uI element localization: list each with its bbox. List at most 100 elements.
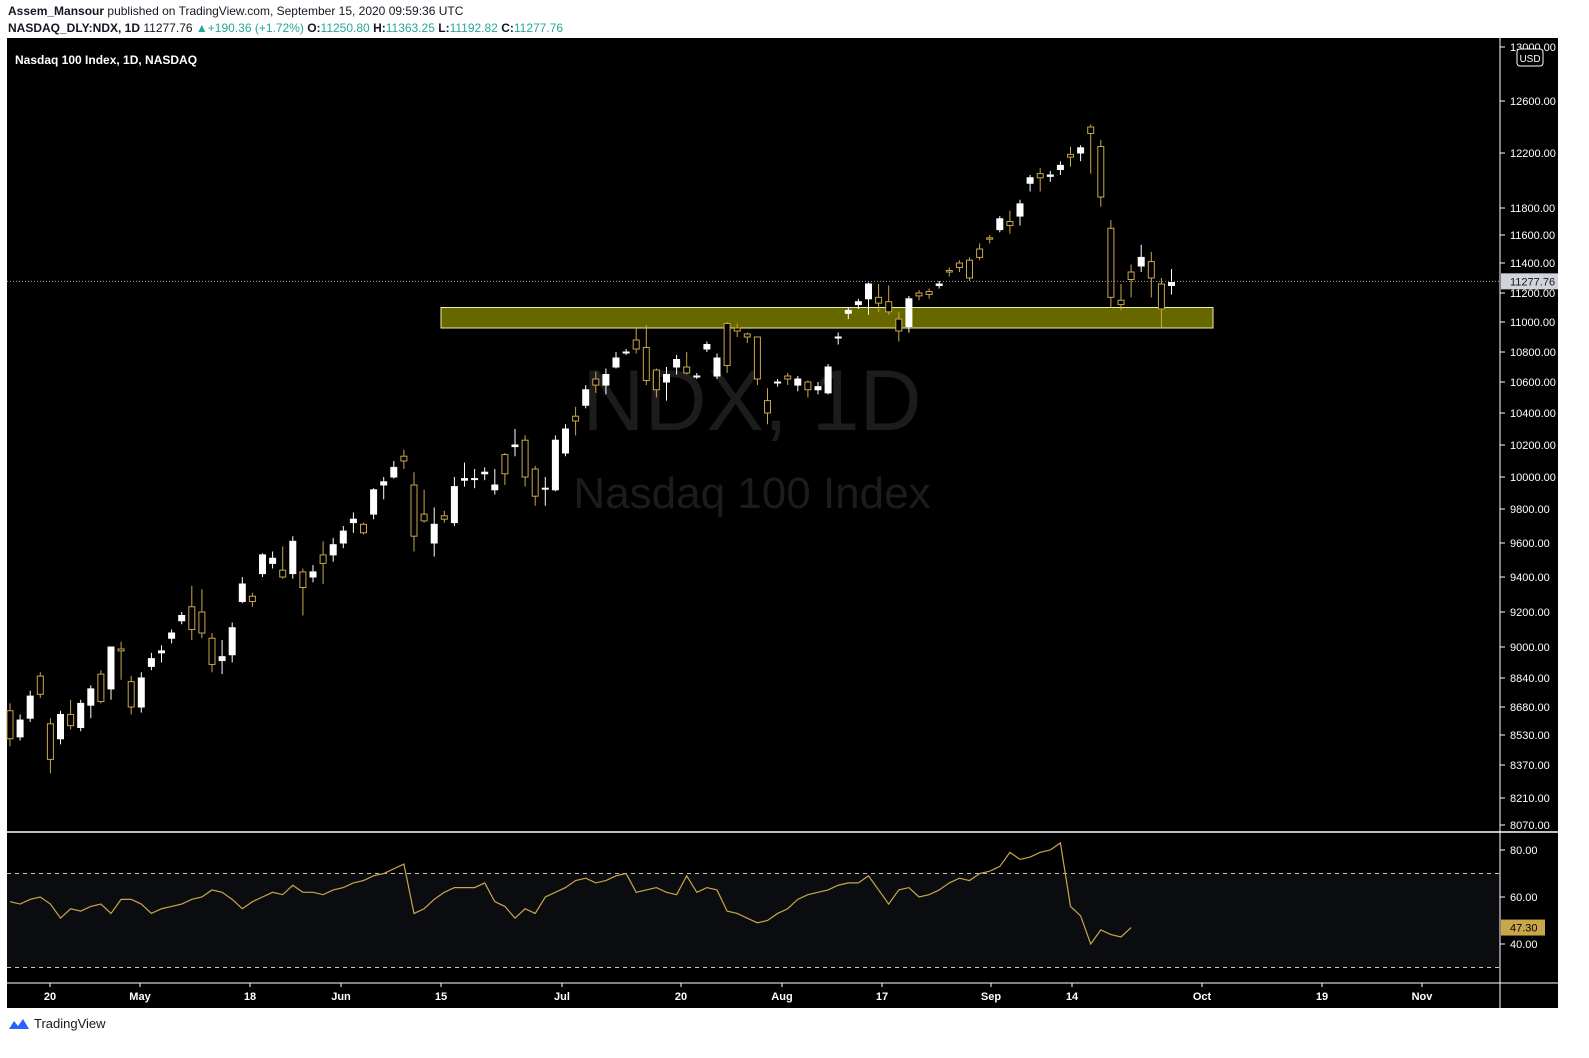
candle bbox=[1046, 170, 1054, 182]
price-tick-label: 8070.00 bbox=[1510, 820, 1550, 832]
candle bbox=[733, 323, 741, 337]
candle bbox=[723, 322, 731, 373]
time-tick-label: Jul bbox=[554, 991, 570, 1003]
candle-body bbox=[521, 439, 529, 478]
candle-body bbox=[440, 515, 448, 520]
price-tick-label: 8680.00 bbox=[1510, 702, 1550, 714]
candle bbox=[349, 512, 357, 533]
candle bbox=[188, 585, 196, 640]
price-tick-label: 10000.00 bbox=[1510, 472, 1556, 484]
time-tick-label: 20 bbox=[44, 991, 56, 1003]
price-axis-background[interactable] bbox=[1500, 38, 1558, 1008]
candle-body bbox=[844, 309, 852, 314]
candle-body bbox=[976, 248, 984, 258]
candle bbox=[198, 589, 206, 639]
high-label: H: bbox=[373, 21, 386, 35]
candle-body bbox=[279, 569, 287, 578]
candle bbox=[299, 568, 307, 616]
candle-body bbox=[410, 484, 418, 537]
published-text: published on TradingView.com, September … bbox=[107, 4, 464, 18]
footer-brand[interactable]: TradingView bbox=[8, 1016, 106, 1031]
candle bbox=[57, 710, 64, 745]
candle bbox=[854, 298, 862, 309]
candle-body bbox=[673, 359, 681, 368]
candle bbox=[77, 699, 85, 732]
candle bbox=[804, 380, 812, 398]
time-tick-label: 15 bbox=[435, 991, 447, 1003]
price-axis: 13000.0012600.0012200.0011800.0011600.00… bbox=[1500, 42, 1556, 832]
support-zone-layer bbox=[440, 307, 1214, 329]
author-name[interactable]: Assem_Mansour bbox=[8, 4, 105, 18]
candle-body bbox=[1087, 126, 1095, 134]
candle-body bbox=[733, 327, 741, 332]
candle-body bbox=[986, 237, 994, 240]
candle-body bbox=[1036, 173, 1044, 179]
candle bbox=[16, 714, 24, 741]
price-tick-label: 11200.00 bbox=[1510, 288, 1555, 300]
candle bbox=[652, 368, 660, 398]
price-tick-label: 10400.00 bbox=[1510, 408, 1556, 420]
candle bbox=[642, 325, 650, 386]
time-tick-label: Jun bbox=[331, 991, 351, 1003]
price-tick-label: 12600.00 bbox=[1510, 96, 1556, 108]
candle bbox=[127, 676, 135, 715]
price-chart[interactable]: NDX, 1D Nasdaq 100 Index Nasdaq 100 Inde… bbox=[0, 38, 1589, 1010]
rsi-tick-label: 40.00 bbox=[1510, 939, 1538, 951]
candle-body bbox=[1097, 146, 1105, 198]
candle-body bbox=[743, 333, 751, 338]
price-tick-label: 9400.00 bbox=[1510, 572, 1550, 584]
time-axis[interactable]: 20 May 18 Jun 15 Jul 20 Aug 17 Sep 14 Oct 19 Nov bbox=[44, 983, 1433, 1003]
candle bbox=[511, 429, 519, 457]
currency-badge[interactable]: USD bbox=[1516, 48, 1544, 67]
candle bbox=[218, 640, 226, 675]
candle-body bbox=[218, 656, 226, 662]
candle-body bbox=[420, 513, 428, 522]
publish-line: Assem_Mansour published on TradingView.c… bbox=[8, 4, 463, 18]
candle-body bbox=[1157, 283, 1165, 310]
candle-body bbox=[117, 648, 125, 652]
candle bbox=[1026, 175, 1034, 192]
candle-body bbox=[622, 351, 630, 354]
candle-body bbox=[259, 554, 266, 575]
candle bbox=[481, 467, 489, 481]
rsi-pane: 80.00 60.00 40.00 47.30 bbox=[7, 841, 1545, 968]
candle bbox=[966, 257, 973, 281]
candle bbox=[976, 243, 984, 261]
candle-body bbox=[309, 571, 317, 578]
candle bbox=[248, 592, 256, 607]
candle-body bbox=[703, 344, 711, 350]
candle bbox=[208, 633, 216, 673]
candle-body bbox=[450, 486, 458, 524]
watermark: NDX, 1D Nasdaq 100 Index bbox=[573, 353, 930, 518]
candle bbox=[147, 652, 155, 671]
candle-body bbox=[541, 487, 549, 490]
candle-body bbox=[370, 489, 378, 515]
candle bbox=[743, 332, 751, 343]
candle bbox=[865, 282, 872, 315]
candle bbox=[1117, 284, 1125, 311]
candle-body bbox=[349, 518, 357, 524]
candle bbox=[420, 489, 428, 523]
candle-body bbox=[168, 632, 176, 639]
candle-body bbox=[753, 336, 761, 380]
candle bbox=[1157, 278, 1165, 328]
candle bbox=[67, 699, 75, 730]
candle-body bbox=[1117, 299, 1125, 306]
candle-body bbox=[471, 478, 479, 481]
candle bbox=[582, 385, 590, 409]
candle bbox=[178, 612, 186, 625]
candle-body bbox=[693, 375, 701, 378]
candle-body bbox=[834, 336, 842, 339]
candle bbox=[1127, 264, 1135, 298]
candle bbox=[461, 462, 468, 487]
price-tick-label: 10800.00 bbox=[1510, 347, 1556, 359]
candle-body bbox=[824, 366, 832, 394]
last-price-tag bbox=[1501, 273, 1558, 290]
candle-body bbox=[895, 318, 903, 332]
time-tick-label: May bbox=[129, 991, 151, 1003]
candle-body bbox=[804, 381, 812, 391]
currency-label: USD bbox=[1519, 54, 1540, 65]
candle-body bbox=[1147, 261, 1155, 279]
price-tick-label: 10600.00 bbox=[1510, 377, 1556, 389]
candle-body bbox=[915, 292, 923, 297]
